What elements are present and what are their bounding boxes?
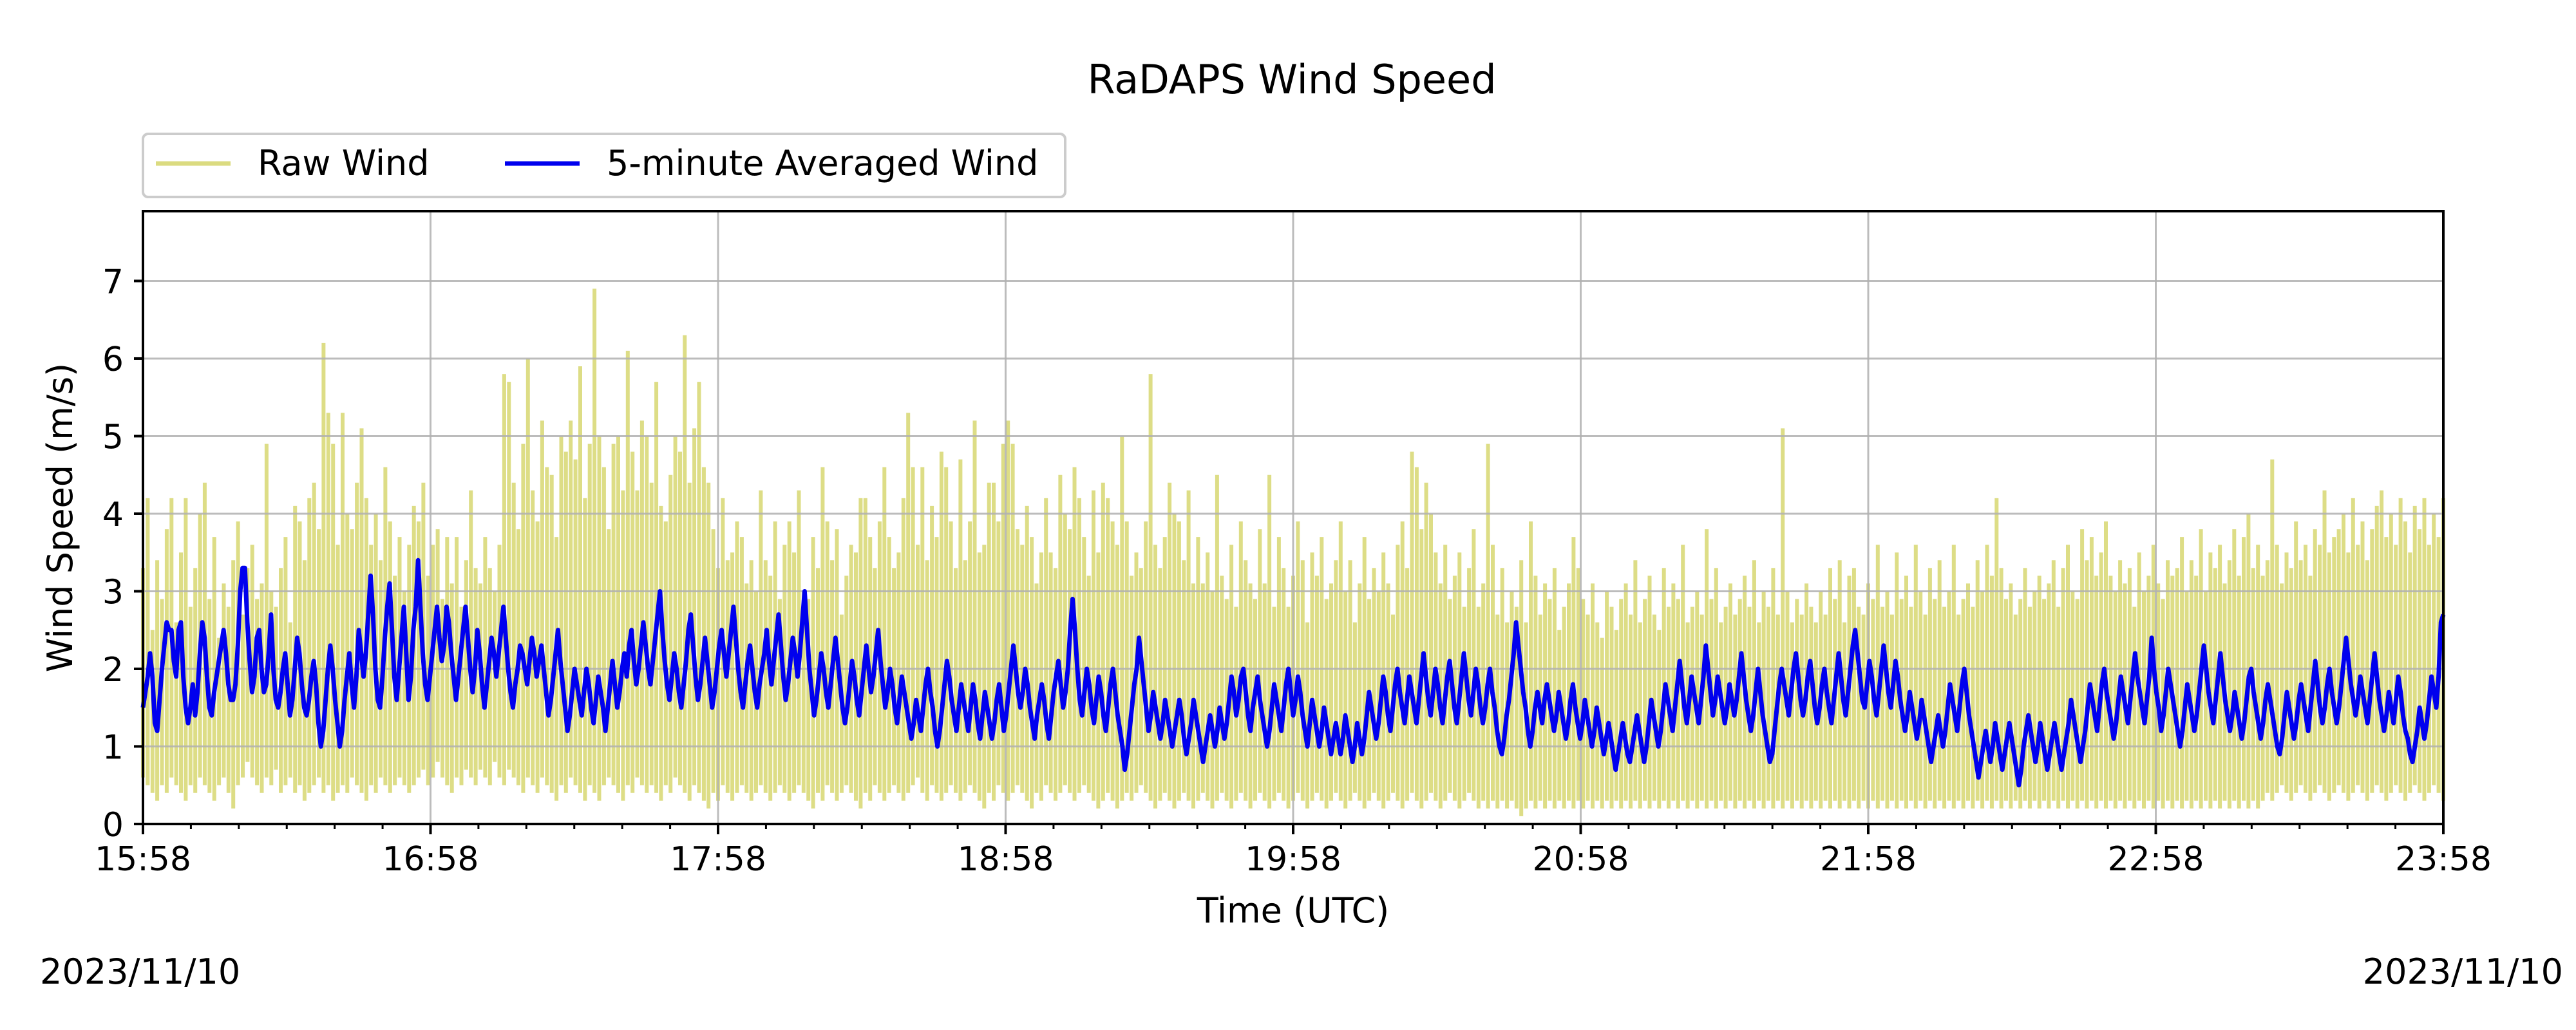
y-tick-label: 0 <box>102 806 124 845</box>
x-tick-label: 15:58 <box>95 840 191 879</box>
y-tick-label: 1 <box>102 728 124 767</box>
y-tick-label: 6 <box>102 341 124 379</box>
y-tick-label: 7 <box>102 263 124 301</box>
legend-frame <box>142 133 1066 198</box>
date-right: 2023/11/10 <box>2362 951 2563 992</box>
plot-area <box>140 210 2446 825</box>
x-tick-label: 18:58 <box>958 840 1054 879</box>
y-tick-label: 2 <box>102 651 124 689</box>
chart-legend: Raw Wind 5-minute Averaged Wind <box>142 133 1066 198</box>
y-axis: 0 1 2 3 4 5 6 7 <box>102 263 143 845</box>
date-left: 2023/11/10 <box>40 951 241 992</box>
x-tick-label: 17:58 <box>670 840 766 879</box>
x-tick-label: 19:58 <box>1245 840 1341 879</box>
legend-label-raw-wind: Raw Wind <box>258 143 429 183</box>
averaged-wind-line <box>140 557 2446 788</box>
y-tick-label: 4 <box>102 496 124 534</box>
x-tick-label: 16:58 <box>383 840 479 879</box>
x-tick-label: 23:58 <box>2395 840 2492 879</box>
x-tick-label: 22:58 <box>2108 840 2204 879</box>
x-tick-label: 21:58 <box>1820 840 1917 879</box>
raw-wind-layer <box>141 288 2445 816</box>
x-axis-label: Time (UTC) <box>1197 890 1390 931</box>
y-tick-label: 3 <box>102 573 124 612</box>
y-axis-label: Wind Speed (m/s) <box>40 363 80 672</box>
chart-title: RaDAPS Wind Speed <box>1087 56 1496 103</box>
legend-label-averaged-wind: 5-minute Averaged Wind <box>607 143 1038 183</box>
x-tick-label: 20:58 <box>1533 840 1629 879</box>
x-axis: 15:58 16:58 17:58 18:58 19:58 20:58 21:58 22:58… <box>95 824 2492 879</box>
y-tick-label: 5 <box>102 418 124 456</box>
